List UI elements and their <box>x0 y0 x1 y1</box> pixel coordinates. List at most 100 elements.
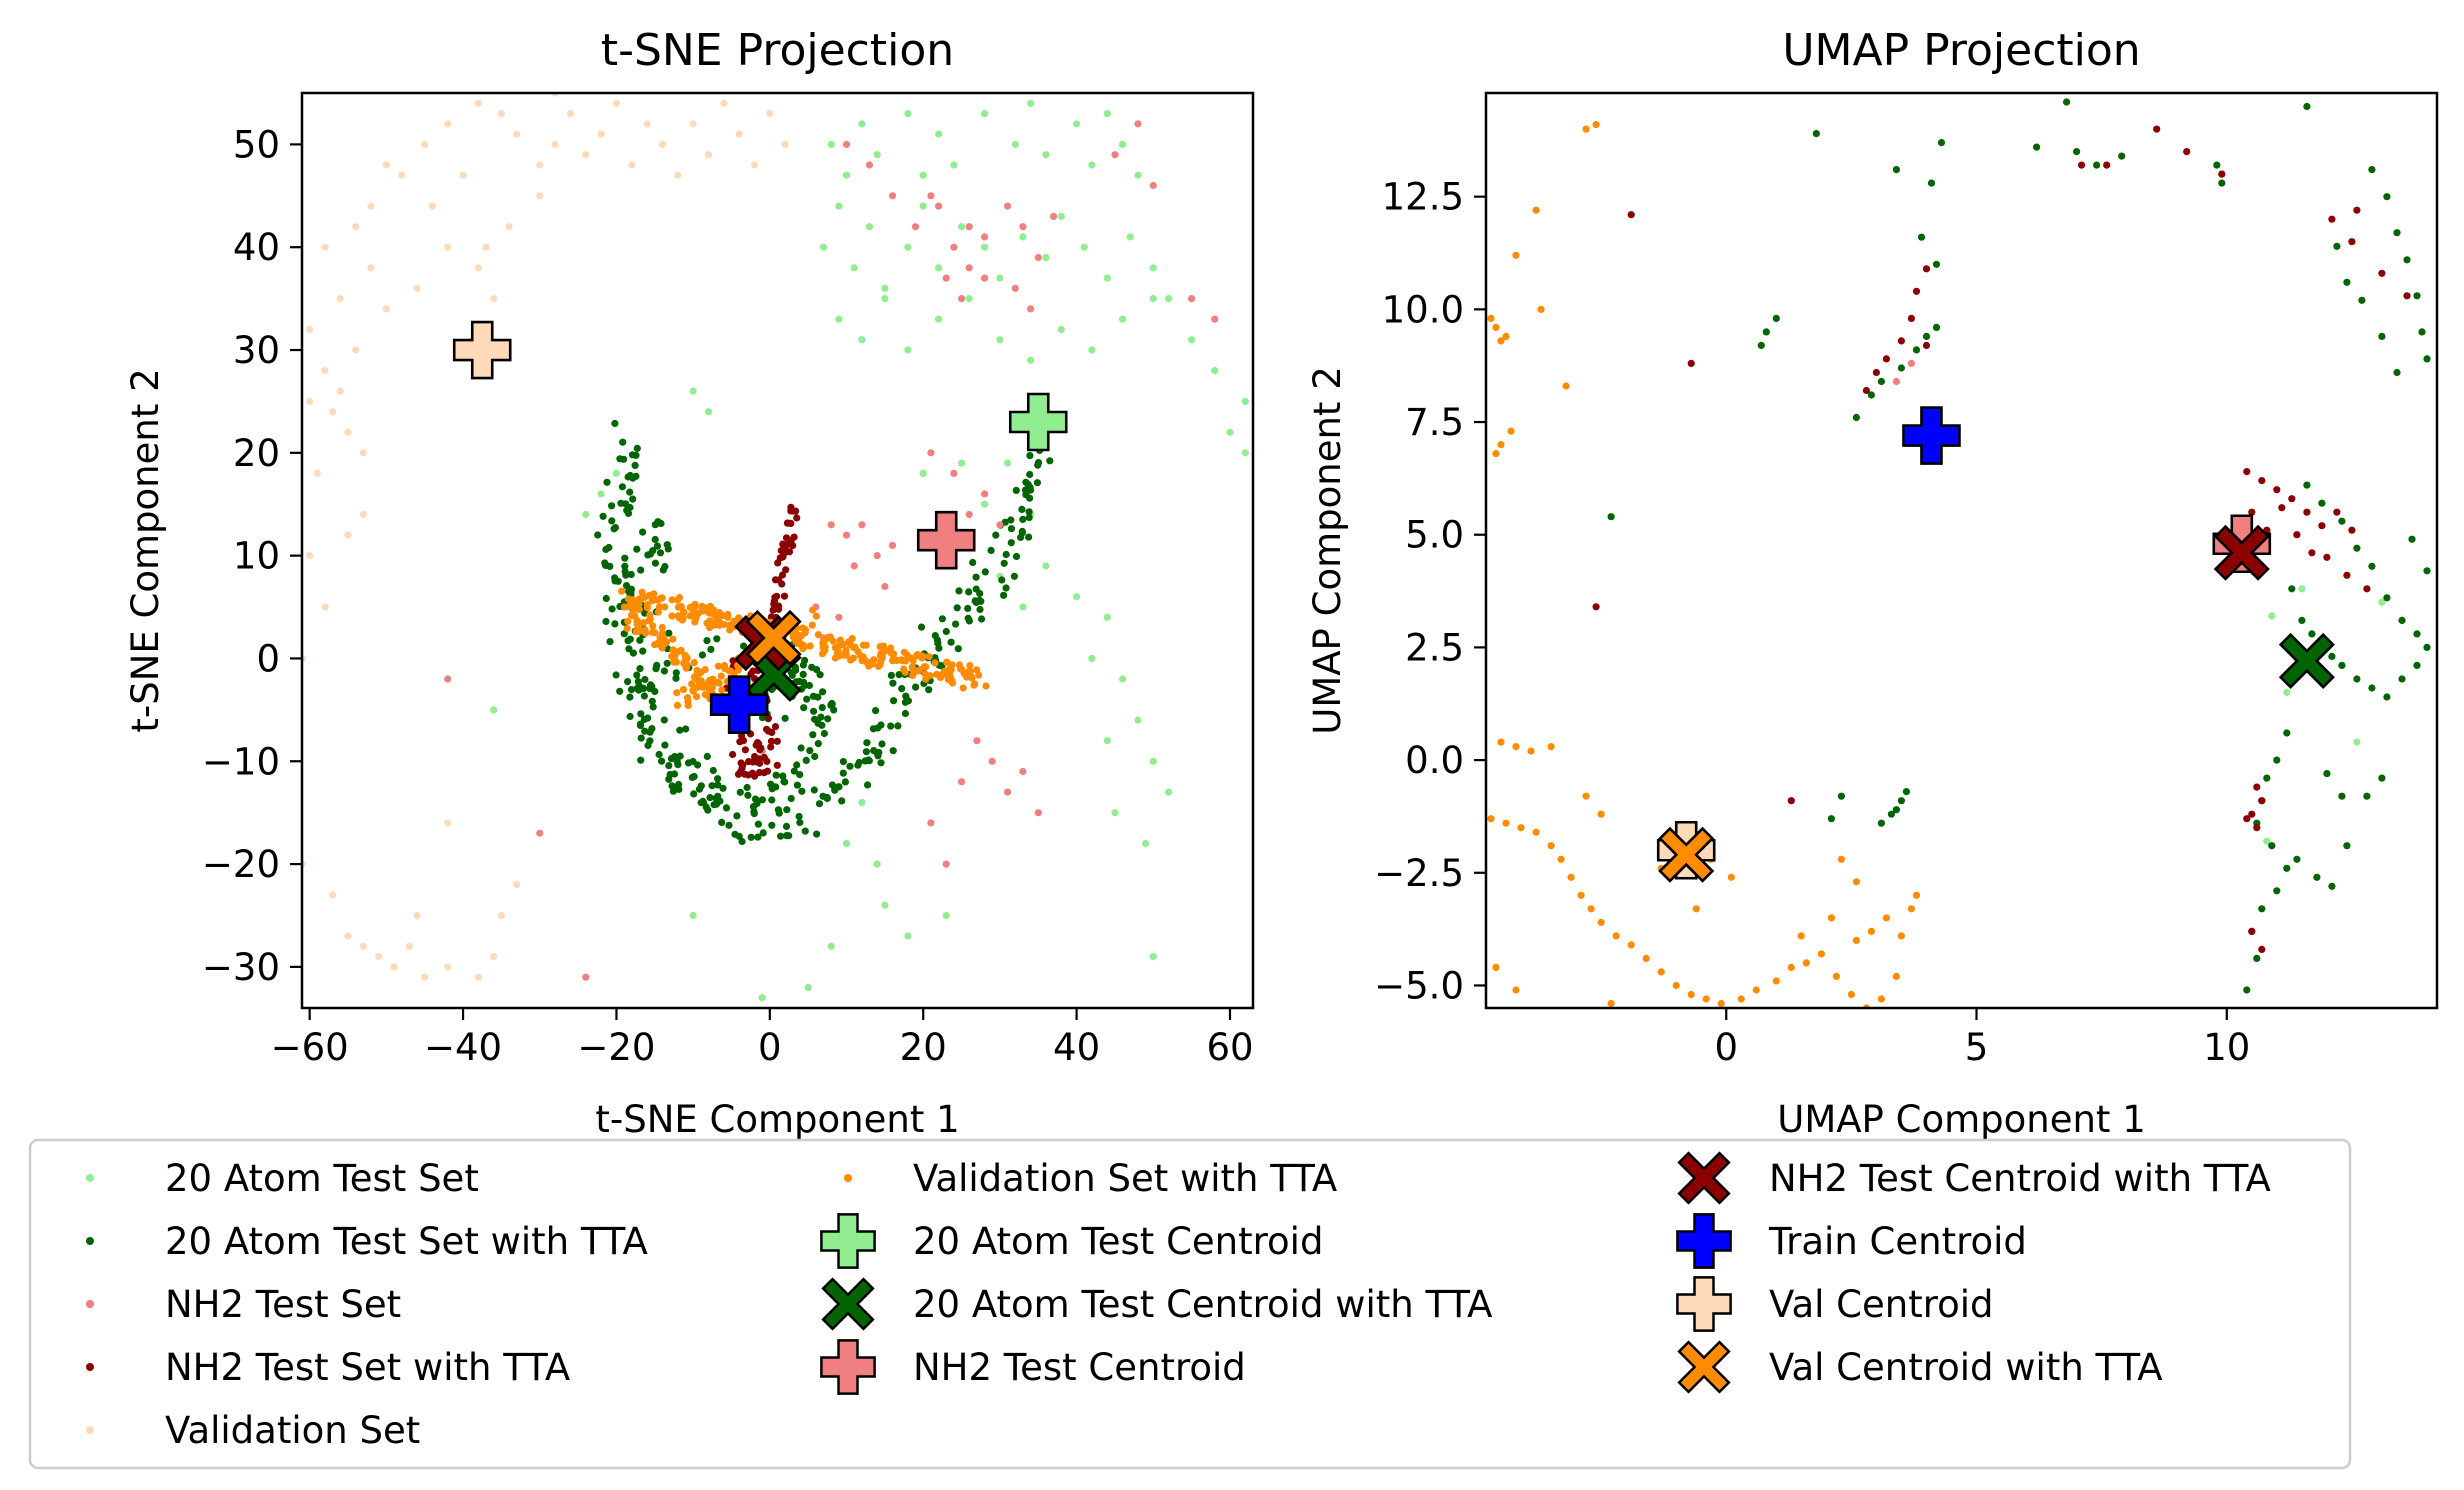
legend-marker <box>1677 1151 1731 1205</box>
data-point <box>1907 905 1915 913</box>
data-point <box>1892 377 1900 386</box>
data-point <box>313 469 321 477</box>
data-point <box>390 963 398 971</box>
data-point <box>421 140 429 148</box>
series-nh2-test-set-with-tta <box>1592 125 2411 954</box>
data-point <box>2413 661 2421 670</box>
y-tick-label: 2.5 <box>1405 626 1464 669</box>
data-point <box>660 716 668 724</box>
data-point <box>1882 355 1890 363</box>
data-point <box>703 637 711 645</box>
data-point <box>306 397 314 405</box>
data-point <box>1165 295 1173 303</box>
data-point <box>1019 233 1027 241</box>
legend-marker <box>1676 1276 1732 1332</box>
data-point <box>2348 526 2356 534</box>
data-point <box>623 624 631 633</box>
data-point <box>2368 684 2376 692</box>
data-point <box>626 488 634 496</box>
data-point <box>927 449 935 457</box>
data-point <box>1872 368 1880 377</box>
data-point <box>1787 963 1795 972</box>
data-point <box>826 633 834 641</box>
legend-marker <box>820 1213 876 1269</box>
legend-entry: 20 Atom Test Set <box>86 1157 479 1200</box>
data-point <box>835 315 843 323</box>
data-point <box>738 837 746 846</box>
data-point <box>2063 98 2071 106</box>
data-point <box>805 681 814 690</box>
data-point <box>1002 584 1010 592</box>
data-point <box>649 703 657 711</box>
data-point <box>793 781 802 789</box>
data-point <box>782 534 791 542</box>
series-20-atom-test-set <box>490 99 1249 1002</box>
data-point <box>1134 120 1142 128</box>
data-point <box>1897 364 1905 372</box>
data-point <box>2288 585 2296 593</box>
data-point <box>897 656 906 664</box>
data-point <box>1027 99 1035 107</box>
series-validation-set <box>302 93 789 981</box>
series-validation-set-with-tta <box>618 587 990 714</box>
data-point <box>336 295 344 303</box>
data-point <box>981 233 989 241</box>
legend-entry: Val Centroid with TTA <box>1677 1340 2163 1394</box>
data-point <box>2378 269 2386 277</box>
data-point <box>1582 125 1590 133</box>
data-point <box>1002 550 1010 559</box>
data-point <box>2258 477 2266 485</box>
data-point <box>1019 603 1027 611</box>
data-point <box>1497 441 1505 449</box>
x-tick-label: 0 <box>1714 1026 1738 1069</box>
data-point <box>2368 562 2376 570</box>
data-point <box>673 689 681 697</box>
legend-entry: 20 Atom Test Centroid with TTA <box>821 1277 1492 1331</box>
centroid-val-centroid-with-tta <box>1658 826 1715 883</box>
series-validation-set-with-tta <box>1487 121 1921 1008</box>
data-point <box>919 469 927 477</box>
data-point <box>663 659 671 667</box>
data-point <box>2248 810 2256 818</box>
data-point <box>382 305 390 313</box>
data-point <box>787 503 795 511</box>
data-point <box>2363 792 2371 800</box>
data-point <box>1932 323 1941 331</box>
data-point <box>1532 206 1540 214</box>
data-point <box>2403 256 2411 264</box>
data-point <box>842 140 851 148</box>
data-point <box>649 591 657 599</box>
data-point <box>1907 314 1915 322</box>
data-point <box>1897 932 1905 940</box>
data-point <box>482 243 490 251</box>
data-point <box>628 161 636 169</box>
y-tick-label: 30 <box>233 329 280 372</box>
data-point <box>1517 824 1525 832</box>
data-point <box>2243 815 2251 823</box>
data-point <box>690 659 698 667</box>
data-point <box>827 521 835 529</box>
data-point <box>629 649 638 657</box>
data-point <box>706 794 714 802</box>
data-point <box>1188 336 1196 344</box>
legend-marker <box>86 1174 94 1182</box>
data-point <box>801 626 810 634</box>
data-point <box>2268 612 2276 620</box>
data-point <box>2383 594 2391 602</box>
data-point <box>1502 332 1510 340</box>
legend-entry: NH2 Test Set <box>86 1283 401 1326</box>
legend-label: Validation Set <box>165 1409 420 1452</box>
data-point <box>1797 932 1805 940</box>
data-point <box>865 161 874 169</box>
data-point <box>763 767 772 775</box>
data-point <box>842 531 851 539</box>
data-point <box>1702 995 1710 1003</box>
data-point <box>421 973 429 981</box>
data-point <box>1567 873 1575 881</box>
data-point <box>779 540 787 548</box>
data-point <box>689 120 697 128</box>
data-point <box>981 500 989 508</box>
legend-label: 20 Atom Test Centroid <box>913 1220 1323 1263</box>
data-point <box>2253 954 2261 963</box>
